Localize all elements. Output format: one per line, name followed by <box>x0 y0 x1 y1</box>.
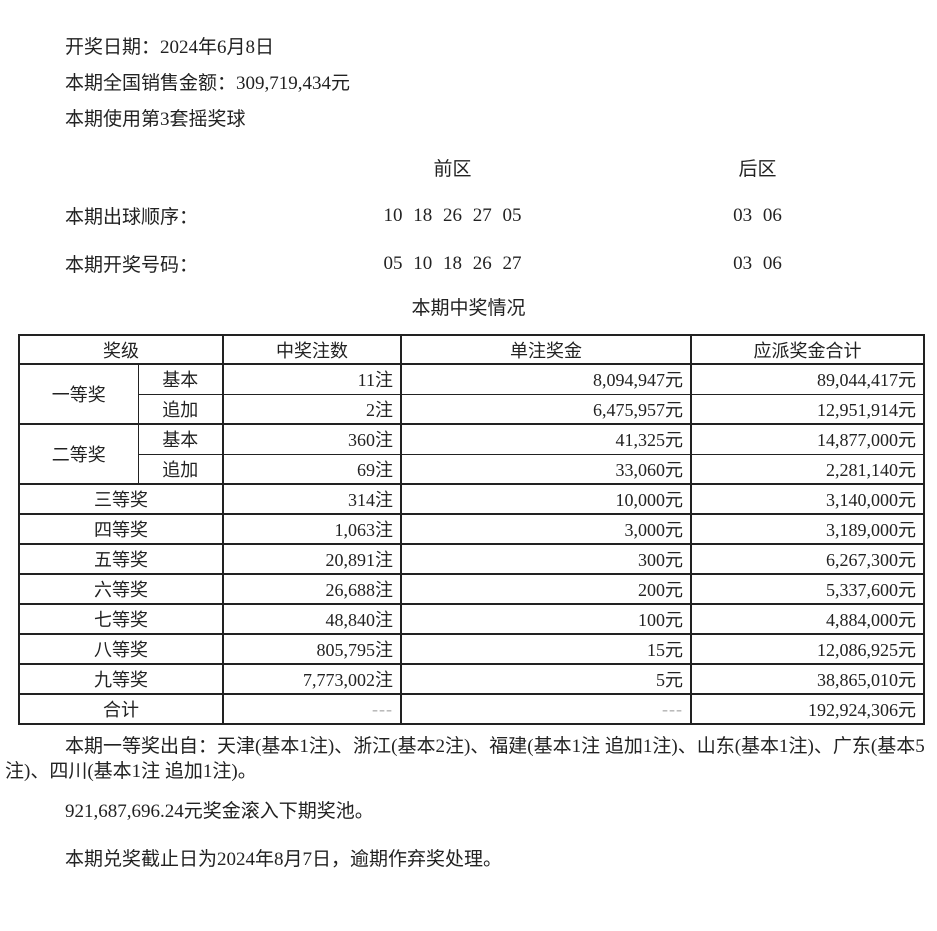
zone-header-row: 前区 后区 <box>65 154 937 180</box>
single-amount-cell: 100元 <box>400 603 692 635</box>
draw-info-block: 开奖日期：2024年6月8日 本期全国销售金额：309,719,434元 本期使… <box>65 38 937 129</box>
front-zone-header: 前区 <box>433 159 472 180</box>
single-amount-cell: 5元 <box>400 663 692 695</box>
table-row-first-prize-extra: 追加 2注 6,475,957元 12,951,914元 <box>19 393 925 425</box>
sales-amount-line: 本期全国销售金额：309,719,434元 <box>65 73 351 94</box>
single-amount-cell: 3,000元 <box>400 513 692 545</box>
level-cell-first-prize: 一等奖 <box>18 363 139 425</box>
subtype-cell: 基本 <box>137 423 224 455</box>
count-cell: 314注 <box>222 483 402 515</box>
total-row-count-dash: --- <box>222 693 402 725</box>
count-cell: 1,063注 <box>222 513 402 545</box>
winning-numbers-back: 03 06 <box>733 252 782 274</box>
count-cell: 360注 <box>222 423 402 455</box>
count-cell: 11注 <box>222 363 402 395</box>
prize-table: 奖级 中奖注数 单注奖金 应派奖金合计 一等奖 基本 11注 8,094,947… <box>18 334 925 725</box>
single-amount-cell: 200元 <box>400 573 692 605</box>
total-amount-cell: 6,267,300元 <box>690 543 925 575</box>
table-row-fifth-prize: 五等奖 20,891注 300元 6,267,300元 <box>18 543 925 575</box>
total-amount-cell: 12,951,914元 <box>690 393 925 425</box>
total-row-label: 合计 <box>18 693 224 725</box>
table-row-second-prize-extra: 追加 69注 33,060元 2,281,140元 <box>19 453 925 485</box>
single-amount-cell: 41,325元 <box>400 423 692 455</box>
count-cell: 2注 <box>222 393 402 425</box>
single-amount-cell: 6,475,957元 <box>400 393 692 425</box>
count-cell: 805,795注 <box>222 633 402 665</box>
subtype-cell: 基本 <box>137 363 224 395</box>
level-cell: 八等奖 <box>18 633 224 665</box>
subtype-cell: 追加 <box>137 393 224 425</box>
level-cell-second-prize: 二等奖 <box>18 423 139 485</box>
total-amount-cell: 3,189,000元 <box>690 513 925 545</box>
subtype-cell: 追加 <box>137 453 224 485</box>
number-zones-block: 前区 后区 本期出球顺序： 10 18 26 27 05 03 06 本期开奖号… <box>0 154 937 277</box>
winning-numbers-label: 本期开奖号码： <box>65 255 199 276</box>
level-cell: 九等奖 <box>18 663 224 695</box>
level-cell: 四等奖 <box>18 513 224 545</box>
table-row-seventh-prize: 七等奖 48,840注 100元 4,884,000元 <box>18 603 925 635</box>
deadline-paragraph: 本期兑奖截止日为2024年8月7日，逾期作弃奖处理。 <box>65 849 503 870</box>
single-amount-cell: 15元 <box>400 633 692 665</box>
back-zone-header: 后区 <box>738 159 777 180</box>
header-count: 中奖注数 <box>222 334 402 365</box>
count-cell: 20,891注 <box>222 543 402 575</box>
count-cell: 48,840注 <box>222 603 402 635</box>
level-cell: 三等奖 <box>18 483 224 515</box>
ball-order-back-numbers: 03 06 <box>733 204 782 226</box>
count-cell: 7,773,002注 <box>222 663 402 695</box>
winning-numbers-row: 本期开奖号码： 05 10 18 26 27 03 06 <box>65 250 937 277</box>
header-single-amount: 单注奖金 <box>400 334 692 365</box>
prize-table-header-row: 奖级 中奖注数 单注奖金 应派奖金合计 <box>18 334 925 365</box>
header-level: 奖级 <box>18 334 224 365</box>
ball-order-label: 本期出球顺序： <box>65 207 199 228</box>
total-amount-cell: 38,865,010元 <box>690 663 925 695</box>
draw-date-line: 开奖日期：2024年6月8日 <box>65 37 275 58</box>
total-amount-cell: 5,337,600元 <box>690 573 925 605</box>
rollover-paragraph: 921,687,696.24元奖金滚入下期奖池。 <box>65 801 374 822</box>
single-amount-cell: 33,060元 <box>400 453 692 485</box>
ball-order-front-numbers: 10 18 26 27 05 <box>383 204 522 226</box>
level-cell: 五等奖 <box>18 543 224 575</box>
table-row-sixth-prize: 六等奖 26,688注 200元 5,337,600元 <box>18 573 925 605</box>
total-amount-cell: 14,877,000元 <box>690 423 925 455</box>
total-amount-cell: 12,086,925元 <box>690 633 925 665</box>
table-row-ninth-prize: 九等奖 7,773,002注 5元 38,865,010元 <box>18 663 925 695</box>
table-row-first-prize-basic: 一等奖 基本 11注 8,094,947元 89,044,417元 <box>18 363 925 425</box>
total-amount-cell: 2,281,140元 <box>690 453 925 485</box>
table-row-second-prize-basic: 二等奖 基本 360注 41,325元 14,877,000元 <box>18 423 925 485</box>
total-row-amount: 192,924,306元 <box>690 693 925 725</box>
count-cell: 26,688注 <box>222 573 402 605</box>
winning-numbers-front: 05 10 18 26 27 <box>383 252 522 274</box>
single-amount-cell: 10,000元 <box>400 483 692 515</box>
table-row-fourth-prize: 四等奖 1,063注 3,000元 3,189,000元 <box>18 513 925 545</box>
level-cell: 七等奖 <box>18 603 224 635</box>
prize-table-title: 本期中奖情况 <box>411 298 526 319</box>
table-row-third-prize: 三等奖 314注 10,000元 3,140,000元 <box>18 483 925 515</box>
count-cell: 69注 <box>222 453 402 485</box>
total-amount-cell: 89,044,417元 <box>690 363 925 395</box>
single-amount-cell: 8,094,947元 <box>400 363 692 395</box>
ball-order-row: 本期出球顺序： 10 18 26 27 05 03 06 <box>65 202 937 229</box>
single-amount-cell: 300元 <box>400 543 692 575</box>
total-amount-cell: 4,884,000元 <box>690 603 925 635</box>
total-row-single-dash: --- <box>400 693 692 725</box>
first-prize-origin-paragraph: 本期一等奖出自：天津(基本1注)、浙江(基本2注)、福建(基本1注 追加1注)、… <box>5 736 925 782</box>
footer-notes-block: 本期一等奖出自：天津(基本1注)、浙江(基本2注)、福建(基本1注 追加1注)、… <box>5 734 931 870</box>
table-row-total: 合计 --- --- 192,924,306元 <box>18 693 925 725</box>
level-cell: 六等奖 <box>18 573 224 605</box>
total-amount-cell: 3,140,000元 <box>690 483 925 515</box>
table-row-eighth-prize: 八等奖 805,795注 15元 12,086,925元 <box>18 633 925 665</box>
header-total-amount: 应派奖金合计 <box>690 334 925 365</box>
ball-set-line: 本期使用第3套摇奖球 <box>65 109 246 130</box>
